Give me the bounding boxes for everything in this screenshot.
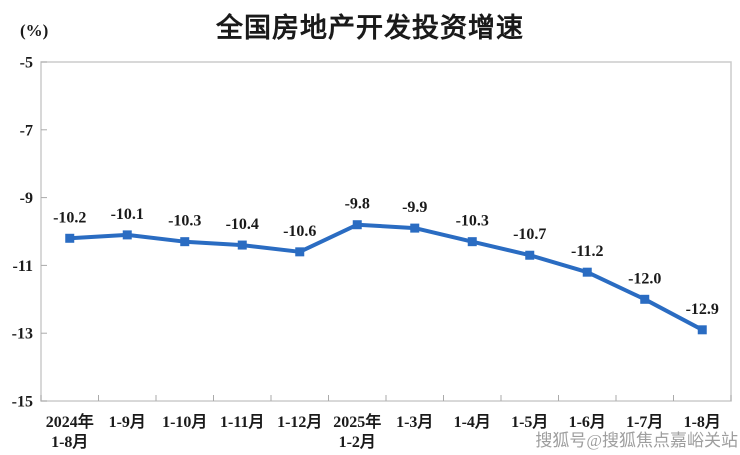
data-point-marker [237, 240, 247, 250]
chart-title: 全国房地产开发投资增速 [216, 13, 524, 43]
y-axis-tick-label: -11 [13, 258, 33, 275]
data-point-label: -12.9 [686, 301, 719, 318]
data-point-label: -10.4 [226, 216, 259, 233]
data-line [67, 222, 705, 332]
y-axis-tick-label: -13 [12, 326, 33, 343]
data-point-marker [697, 325, 707, 335]
data-point-marker [352, 220, 362, 230]
x-axis-tick-label: 1-9月 [109, 413, 146, 431]
data-point-label: -10.2 [53, 209, 86, 226]
data-point-marker [640, 294, 650, 304]
x-axis-tick-label: 2025年 [333, 412, 381, 431]
y-axis-unit-label: (%) [20, 21, 49, 40]
data-point-label: -10.7 [513, 226, 546, 243]
x-axis-tick-label: 1-6月 [569, 413, 606, 431]
x-axis-tick-label: 1-11月 [220, 413, 264, 431]
data-point-label: -11.2 [571, 243, 603, 260]
y-axis-tick-label: -9 [20, 190, 33, 207]
y-axis-tick-label: -15 [12, 394, 33, 411]
data-point-label: -9.9 [402, 199, 427, 216]
data-point-marker [65, 233, 75, 243]
data-point-label: -12.0 [628, 270, 661, 287]
plot-area-border [40, 61, 732, 402]
data-point-label: -10.6 [283, 223, 316, 240]
data-point-label: -10.3 [168, 213, 201, 230]
x-axis-tick-label: 1-4月 [454, 413, 491, 431]
data-point-marker [295, 247, 305, 257]
x-axis-tick-label: 1-7月 [626, 413, 663, 431]
data-point-marker [525, 250, 535, 260]
data-point-marker [122, 230, 132, 240]
x-axis-tick-label: 1-12月 [277, 413, 322, 431]
data-point-marker [410, 223, 420, 233]
data-point-marker [467, 237, 477, 247]
x-axis-tick-label: 1-5月 [511, 413, 548, 431]
data-point-label: -10.3 [456, 213, 489, 230]
watermark-text: 搜狐号@搜狐焦点嘉峪关站 [535, 431, 738, 450]
y-axis-tick-label: -5 [20, 55, 33, 72]
x-axis-tick-label: 1-8月 [684, 413, 721, 431]
data-point-marker [180, 237, 190, 247]
x-axis-tick-label: 1-3月 [396, 413, 433, 431]
x-axis-tick-label: 1-2月 [339, 433, 376, 451]
data-point-marker [582, 267, 592, 277]
x-axis-tick-label: 1-10月 [162, 413, 207, 431]
x-axis-tick-label: 1-8月 [51, 433, 88, 451]
x-axis-tick-label: 2024年 [46, 412, 94, 431]
data-point-label: -9.8 [345, 196, 370, 213]
data-point-label: -10.1 [111, 206, 144, 223]
y-axis-tick-label: -7 [20, 122, 33, 139]
